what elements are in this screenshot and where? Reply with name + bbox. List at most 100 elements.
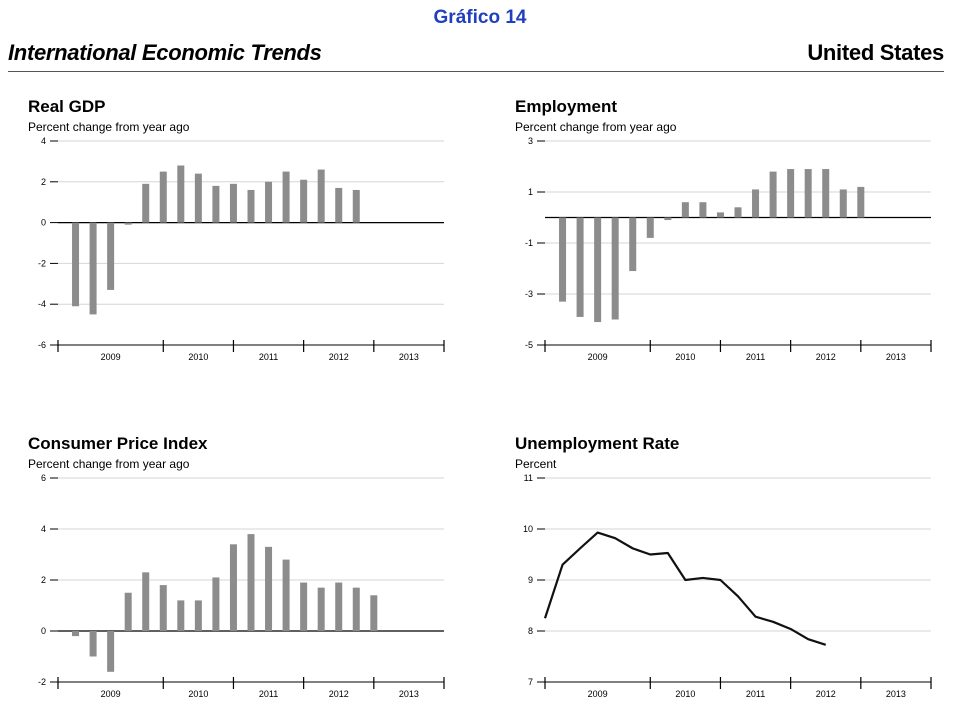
x-tick-label: 2009 — [588, 352, 608, 362]
bar — [124, 592, 132, 631]
bar — [611, 217, 619, 320]
bar — [124, 222, 132, 225]
panel-employment: Employment Percent change from year ago … — [515, 97, 955, 387]
x-tick-label: 2009 — [101, 352, 121, 362]
bar — [282, 171, 290, 223]
y-tick-label: 0 — [41, 218, 46, 228]
bar — [142, 183, 150, 223]
bar — [159, 171, 167, 223]
y-tick-label: 11 — [524, 473, 533, 483]
bar — [194, 600, 202, 631]
x-tick-label: 2012 — [816, 689, 836, 699]
panel-cpi: Consumer Price Index Percent change from… — [28, 434, 468, 724]
bar — [681, 202, 689, 218]
y-tick-label: -2 — [38, 677, 46, 687]
bar — [194, 173, 202, 223]
bar — [646, 217, 654, 238]
bar — [769, 171, 777, 218]
bar — [839, 189, 847, 218]
panel-title: Consumer Price Index — [28, 434, 208, 453]
bar — [352, 189, 360, 223]
x-tick-label: 2013 — [886, 352, 906, 362]
panel-subtitle: Percent — [515, 457, 557, 471]
y-tick-label: 6 — [41, 473, 46, 483]
panel-subtitle: Percent change from year ago — [28, 120, 190, 134]
y-tick-label: 10 — [523, 524, 533, 534]
bar — [594, 217, 602, 323]
chart-employment: 3 1 -1 -3 -5 2009 2010 2011 2012 2013 — [525, 136, 932, 362]
x-tick-label: 2010 — [675, 689, 695, 699]
panel-subtitle: Percent change from year ago — [515, 120, 677, 134]
y-tick-label: 7 — [528, 677, 533, 687]
report-title: International Economic Trends — [8, 40, 322, 65]
bar — [317, 587, 325, 631]
bar — [752, 189, 760, 218]
bar — [212, 577, 220, 631]
bar — [300, 582, 308, 631]
bar — [576, 217, 584, 317]
bar — [335, 582, 343, 631]
bar — [370, 595, 378, 631]
x-tick-label: 2012 — [329, 689, 349, 699]
figure-label: Gráfico 14 — [433, 7, 527, 28]
y-tick-label: -3 — [525, 289, 533, 299]
x-tick-label: 2013 — [886, 689, 906, 699]
bar — [804, 169, 812, 218]
x-tick-label: 2011 — [746, 352, 765, 362]
bar — [282, 559, 290, 631]
bar — [142, 572, 150, 631]
bar — [335, 187, 343, 223]
x-tick-label: 2012 — [816, 352, 836, 362]
bar — [734, 207, 742, 218]
bar — [72, 222, 80, 307]
bar — [89, 222, 97, 315]
header-rule — [8, 71, 944, 72]
bar — [629, 217, 637, 272]
bar — [247, 189, 255, 223]
y-tick-label: 9 — [528, 575, 533, 585]
x-tick-label: 2011 — [746, 689, 765, 699]
bar — [72, 631, 80, 637]
panel-title: Employment — [515, 97, 618, 116]
bar — [559, 217, 567, 302]
panel-real-gdp: Real GDP Percent change from year ago 4 2… — [28, 97, 468, 387]
y-tick-label: 8 — [528, 626, 533, 636]
bar — [699, 202, 707, 218]
y-tick-label: 4 — [41, 136, 46, 146]
bar — [317, 169, 325, 223]
x-tick-label: 2013 — [399, 352, 419, 362]
chart-real-gdp: 4 2 0 -2 -4 -6 2009 2010 2011 2012 2013 — [38, 136, 445, 362]
y-tick-label: -1 — [525, 238, 533, 248]
bar — [247, 534, 255, 631]
x-tick-label: 2011 — [259, 352, 278, 362]
x-tick-label: 2011 — [259, 689, 278, 699]
y-tick-label: 4 — [41, 524, 46, 534]
bar — [716, 212, 724, 218]
y-tick-label: 1 — [528, 187, 533, 197]
x-tick-label: 2013 — [399, 689, 419, 699]
chart-cpi: 6 4 2 0 -2 2009 2010 2011 2012 2013 — [38, 473, 445, 699]
bar — [229, 544, 237, 631]
bar — [212, 185, 220, 223]
y-tick-label: -5 — [525, 340, 533, 350]
chart-unemployment: 11 10 9 8 7 2009 2010 2011 2012 2013 — [523, 473, 932, 699]
x-tick-label: 2009 — [588, 689, 608, 699]
series-line — [543, 531, 827, 646]
bar — [300, 179, 308, 223]
bar — [107, 631, 115, 672]
bar — [265, 546, 273, 631]
x-tick-label: 2010 — [675, 352, 695, 362]
country-label: United States — [807, 40, 944, 65]
y-tick-label: 0 — [41, 626, 46, 636]
y-tick-label: 3 — [528, 136, 533, 146]
x-tick-label: 2010 — [188, 352, 208, 362]
panel-title: Unemployment Rate — [515, 434, 680, 453]
bar — [857, 186, 865, 218]
panel-unemployment: Unemployment Rate Percent 11 10 9 8 7 2009 201… — [515, 434, 955, 724]
bar — [107, 222, 115, 290]
x-tick-label: 2010 — [188, 689, 208, 699]
x-tick-label: 2009 — [101, 689, 121, 699]
y-tick-label: -2 — [38, 258, 46, 268]
bar — [664, 217, 672, 221]
bar — [822, 169, 830, 218]
